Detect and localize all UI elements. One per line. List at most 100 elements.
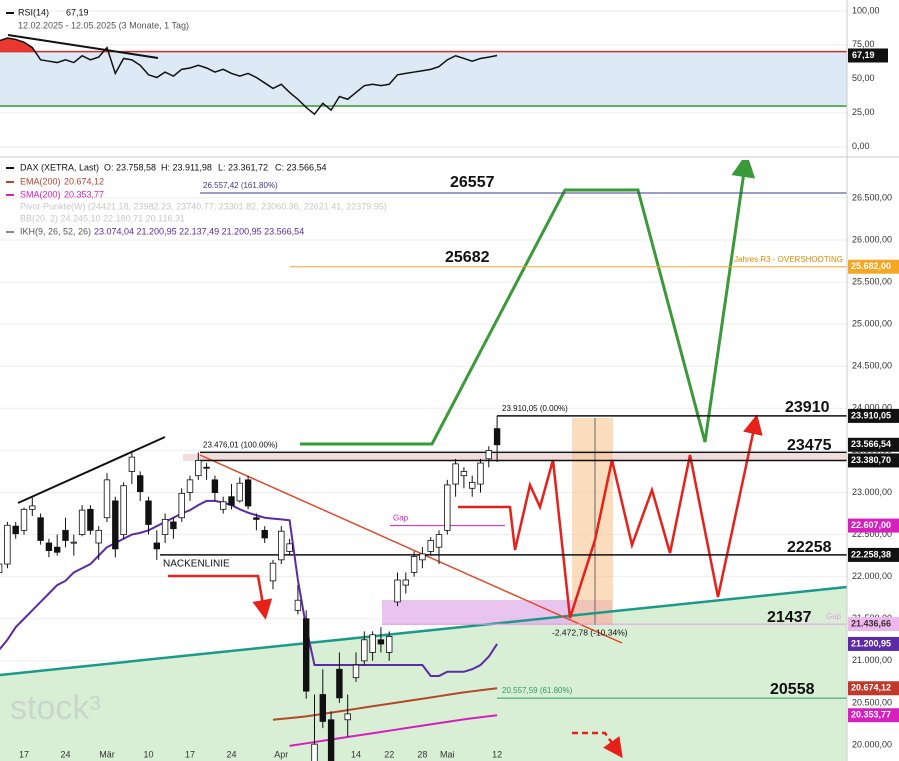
x-tick-label: 17 (185, 749, 195, 759)
x-tick-label: Mai (440, 749, 455, 759)
candle-body (170, 521, 177, 530)
candle-body (178, 492, 185, 519)
level-note: Gap (393, 514, 409, 523)
candle-body (402, 579, 409, 586)
candle-body (369, 634, 376, 653)
x-tick-label: Mär (99, 749, 115, 759)
target-label: 21437 (767, 609, 812, 626)
y-tick-label: 0,00 (852, 141, 870, 151)
y-tick-label: 23.000,00 (852, 487, 892, 497)
target-label: 22258 (787, 539, 832, 556)
x-tick-label: 17 (19, 749, 29, 759)
candle-body (54, 546, 61, 553)
candle-body (87, 508, 94, 531)
y-tick-label: 26.000,00 (852, 234, 892, 244)
rsi-zone (0, 51, 847, 107)
price-box-label: 21.436,66 (851, 618, 891, 628)
price-box-label: 23.380,70 (851, 455, 891, 465)
support-zone (0, 587, 847, 761)
y-tick-label: 25,00 (852, 107, 875, 117)
price-box (848, 547, 899, 562)
legend-swatch (6, 231, 14, 233)
candle-body (311, 743, 318, 761)
legend-value: L: 23.361,72 (218, 162, 268, 172)
x-tick-label: 24 (60, 749, 70, 759)
projection-bear (458, 414, 763, 619)
candle-body (211, 479, 219, 493)
y-tick-label: 20.500,00 (852, 697, 892, 707)
candle-body (485, 449, 492, 460)
candle-body (4, 524, 11, 565)
candle-body (78, 509, 86, 535)
level-note: 23.910,05 (0.00%) (502, 404, 568, 413)
legend-swatch (6, 167, 14, 169)
y-tick-label: 22.500,00 (852, 529, 892, 539)
price-box (848, 408, 899, 423)
price-box (848, 617, 899, 632)
legend-value: 20.674,12 (64, 176, 104, 186)
legend-name: SMA(200) (20, 189, 61, 199)
y-tick-label: 21.000,00 (852, 655, 892, 665)
y-tick-label: 25.500,00 (852, 276, 892, 286)
x-tick-label: 22 (384, 749, 394, 759)
legend-value: 67,19 (66, 7, 89, 17)
candle-body (37, 517, 44, 541)
annotation: NACKENLINIE (163, 559, 230, 570)
candle-body (361, 639, 368, 662)
candle-body (253, 517, 260, 520)
level-note: Jahres R3 - OVERSHOOTING (734, 255, 843, 264)
y-tick-label: 22.000,00 (852, 571, 892, 581)
price-box-label: 22.258,38 (851, 549, 891, 559)
candle-body (261, 529, 268, 539)
candle-body (460, 471, 468, 477)
candle-body (336, 668, 343, 699)
rsi-line (0, 37, 498, 116)
candle-body (219, 501, 227, 510)
x-tick-label: 28 (417, 749, 427, 759)
candle-body (419, 553, 426, 561)
price-box-label: 22.607,00 (851, 520, 891, 530)
candle-body (145, 500, 152, 525)
candle-body (12, 525, 19, 535)
legend-swatch (6, 181, 14, 183)
legend-name: IKH(9, 26, 52, 26) (20, 226, 91, 236)
x-tick-label: 14 (351, 749, 361, 759)
y-tick-label: 26.500,00 (852, 192, 892, 202)
candle-body (128, 456, 136, 472)
legend-faded: BB(20, 2) 24.245,10 22.180,71 20.116,31 (20, 213, 185, 223)
level-note: 23.476,01 (100.00%) (203, 441, 278, 450)
candle-body (286, 543, 293, 552)
rsi-plot (0, 37, 498, 116)
y-tick-label: 24.000,00 (852, 403, 892, 413)
candle-body (269, 562, 277, 582)
y-tick-label: 25.000,00 (852, 319, 892, 329)
candle-body (103, 479, 111, 519)
price-box (848, 518, 899, 533)
candle-body (186, 479, 194, 493)
trend-line (199, 454, 623, 644)
y-tick-label: 20.000,00 (852, 739, 892, 749)
candle-body (452, 463, 459, 485)
legend-name: RSI(14) (18, 7, 49, 17)
candle-body (302, 618, 310, 692)
candle-body (319, 694, 326, 722)
level-note: 20.557,59 (61.80%) (502, 686, 573, 695)
price-box (848, 259, 899, 274)
legend-name: EMA(200) (20, 176, 61, 186)
price-box-label: 23.566,54 (851, 439, 891, 449)
indicator-line (272, 687, 498, 721)
legend-value: C: 23.566,54 (275, 162, 327, 172)
arrow (168, 574, 273, 620)
trend-line (7, 34, 159, 59)
candle-body (0, 563, 3, 573)
candle-body (278, 530, 285, 561)
target-label: 23475 (787, 437, 832, 454)
legend-swatch (6, 12, 14, 14)
price-box-label: 23.910,05 (851, 410, 891, 420)
overbought-fill (0, 38, 109, 52)
price-panel: stock³ NACKENLINIE -2.472,78 (-10,34%) 2… (0, 160, 899, 761)
legend-swatch (6, 194, 14, 196)
price-box-label: 25.682,00 (851, 261, 891, 271)
candle-body (120, 485, 127, 535)
